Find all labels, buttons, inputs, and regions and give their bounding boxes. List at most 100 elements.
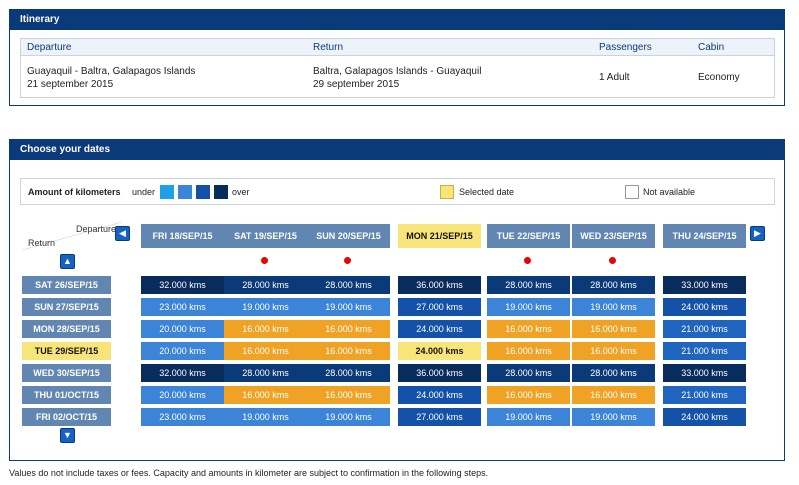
fare-cell[interactable]: 24.000 kms — [398, 342, 481, 360]
next-return-button[interactable]: ▼ — [60, 428, 75, 443]
fare-cell[interactable]: 16.000 kms — [487, 342, 570, 360]
fare-cell[interactable]: 20.000 kms — [141, 386, 224, 404]
fare-cell[interactable]: 16.000 kms — [572, 386, 655, 404]
fare-cell[interactable]: 36.000 kms — [398, 276, 481, 294]
availability-dot-icon — [344, 257, 351, 264]
fare-cell[interactable]: 28.000 kms — [487, 364, 570, 382]
prev-departure-button[interactable]: ◀ — [115, 226, 130, 241]
legend-swatch-lowest — [160, 185, 174, 199]
fare-cell[interactable]: 16.000 kms — [224, 320, 307, 338]
departure-date-column-header[interactable]: SAT 19/SEP/15 — [224, 224, 307, 248]
prev-return-button[interactable]: ▲ — [60, 254, 75, 269]
return-date-row-header[interactable]: WED 30/SEP/15 — [22, 364, 111, 382]
fare-cell[interactable]: 16.000 kms — [487, 320, 570, 338]
fare-cell[interactable]: 20.000 kms — [141, 320, 224, 338]
fare-cell[interactable]: 23.000 kms — [141, 298, 224, 316]
fare-cell[interactable]: 19.000 kms — [224, 408, 307, 426]
passengers-value: 1 Adult — [599, 72, 630, 83]
fare-cell[interactable]: 21.000 kms — [663, 320, 746, 338]
fare-cell[interactable]: 24.000 kms — [398, 320, 481, 338]
fare-cell[interactable]: 19.000 kms — [307, 408, 390, 426]
fare-cell[interactable]: 16.000 kms — [224, 342, 307, 360]
return-date-row-header[interactable]: THU 01/OCT/15 — [22, 386, 111, 404]
itinerary-title: Itinerary — [10, 10, 784, 30]
availability-dot-icon — [524, 257, 531, 264]
fare-cell[interactable]: 36.000 kms — [398, 364, 481, 382]
fare-cell[interactable]: 19.000 kms — [307, 298, 390, 316]
return-date-row-header[interactable]: TUE 29/SEP/15 — [22, 342, 111, 360]
departure-route: Guayaquil - Baltra, Galapagos Islands — [27, 66, 196, 77]
return-date-row-header[interactable]: MON 28/SEP/15 — [22, 320, 111, 338]
fare-cell[interactable]: 33.000 kms — [663, 364, 746, 382]
fare-cell[interactable]: 19.000 kms — [487, 408, 570, 426]
next-departure-button[interactable]: ▶ — [750, 226, 765, 241]
fare-cell[interactable]: 19.000 kms — [572, 408, 655, 426]
return-route: Baltra, Galapagos Islands - Guayaquil — [313, 66, 482, 77]
fare-cell[interactable]: 33.000 kms — [663, 276, 746, 294]
fare-cell[interactable]: 28.000 kms — [572, 276, 655, 294]
fare-cell[interactable]: 16.000 kms — [307, 320, 390, 338]
legend-swatch-high — [196, 185, 210, 199]
legend-not-available-label: Not available — [643, 187, 696, 197]
fare-cell[interactable]: 20.000 kms — [141, 342, 224, 360]
legend: Amount of kilometers under over Selected… — [20, 178, 775, 205]
return-date-row-header[interactable]: FRI 02/OCT/15 — [22, 408, 111, 426]
fare-cell[interactable]: 28.000 kms — [307, 364, 390, 382]
availability-dot-icon — [609, 257, 616, 264]
fare-cell[interactable]: 24.000 kms — [663, 298, 746, 316]
itinerary-table: Departure Return Passengers Cabin Guayaq… — [20, 38, 775, 98]
legend-swatch-low — [178, 185, 192, 199]
departure-date-column-header[interactable]: TUE 22/SEP/15 — [487, 224, 570, 248]
fare-cell[interactable]: 27.000 kms — [398, 408, 481, 426]
legend-swatch-selected — [440, 185, 454, 199]
fare-cell[interactable]: 27.000 kms — [398, 298, 481, 316]
fare-cell[interactable]: 24.000 kms — [398, 386, 481, 404]
fare-cell[interactable]: 16.000 kms — [224, 386, 307, 404]
return-date-row-header[interactable]: SAT 26/SEP/15 — [22, 276, 111, 294]
availability-dot-icon — [261, 257, 268, 264]
return-date-row-header[interactable]: SUN 27/SEP/15 — [22, 298, 111, 316]
corner-departure-label: Departure — [75, 224, 116, 234]
departure-date-column-header[interactable]: SUN 20/SEP/15 — [307, 224, 390, 248]
fare-cell[interactable]: 16.000 kms — [307, 386, 390, 404]
fare-cell[interactable]: 21.000 kms — [663, 342, 746, 360]
return-date: 29 september 2015 — [313, 79, 400, 90]
itinerary-panel: Itinerary Departure Return Passengers Ca… — [9, 9, 785, 106]
fare-cell[interactable]: 28.000 kms — [224, 364, 307, 382]
fare-cell[interactable]: 16.000 kms — [572, 320, 655, 338]
choose-dates-title: Choose your dates — [10, 140, 784, 160]
fare-cell[interactable]: 23.000 kms — [141, 408, 224, 426]
fare-cell[interactable]: 16.000 kms — [307, 342, 390, 360]
fare-cell[interactable]: 32.000 kms — [141, 276, 224, 294]
fare-cell[interactable]: 19.000 kms — [224, 298, 307, 316]
legend-selected-label: Selected date — [459, 187, 515, 197]
corner-return-label: Return — [28, 238, 56, 248]
fare-cell[interactable]: 16.000 kms — [487, 386, 570, 404]
fare-cell[interactable]: 28.000 kms — [224, 276, 307, 294]
passengers-header: Passengers — [599, 42, 652, 53]
legend-under-label: under — [132, 187, 156, 197]
choose-dates-panel: Choose your dates Amount of kilometers u… — [9, 139, 785, 461]
fare-cell[interactable]: 32.000 kms — [141, 364, 224, 382]
legend-amount-label: Amount of kilometers — [28, 187, 121, 197]
itinerary-header-row: Departure Return Passengers Cabin — [21, 39, 774, 56]
fare-cell[interactable]: 28.000 kms — [487, 276, 570, 294]
departure-date-column-header[interactable]: WED 23/SEP/15 — [572, 224, 655, 248]
fare-cell[interactable]: 24.000 kms — [663, 408, 746, 426]
legend-over-label: over — [232, 187, 250, 197]
departure-date-column-header[interactable]: MON 21/SEP/15 — [398, 224, 481, 248]
departure-date: 21 september 2015 — [27, 79, 114, 90]
cabin-value: Economy — [698, 72, 740, 83]
departure-date-column-header[interactable]: THU 24/SEP/15 — [663, 224, 746, 248]
fare-cell[interactable]: 21.000 kms — [663, 386, 746, 404]
departure-header: Departure — [27, 42, 72, 53]
grid-corner-label: Departure Return — [22, 222, 122, 250]
fare-cell[interactable]: 16.000 kms — [572, 342, 655, 360]
fare-cell[interactable]: 19.000 kms — [572, 298, 655, 316]
departure-date-column-header[interactable]: FRI 18/SEP/15 — [141, 224, 224, 248]
fare-cell[interactable]: 19.000 kms — [487, 298, 570, 316]
fare-cell[interactable]: 28.000 kms — [307, 276, 390, 294]
return-header: Return — [313, 42, 344, 53]
fare-cell[interactable]: 28.000 kms — [572, 364, 655, 382]
footer-note: Values do not include taxes or fees. Cap… — [9, 468, 489, 478]
